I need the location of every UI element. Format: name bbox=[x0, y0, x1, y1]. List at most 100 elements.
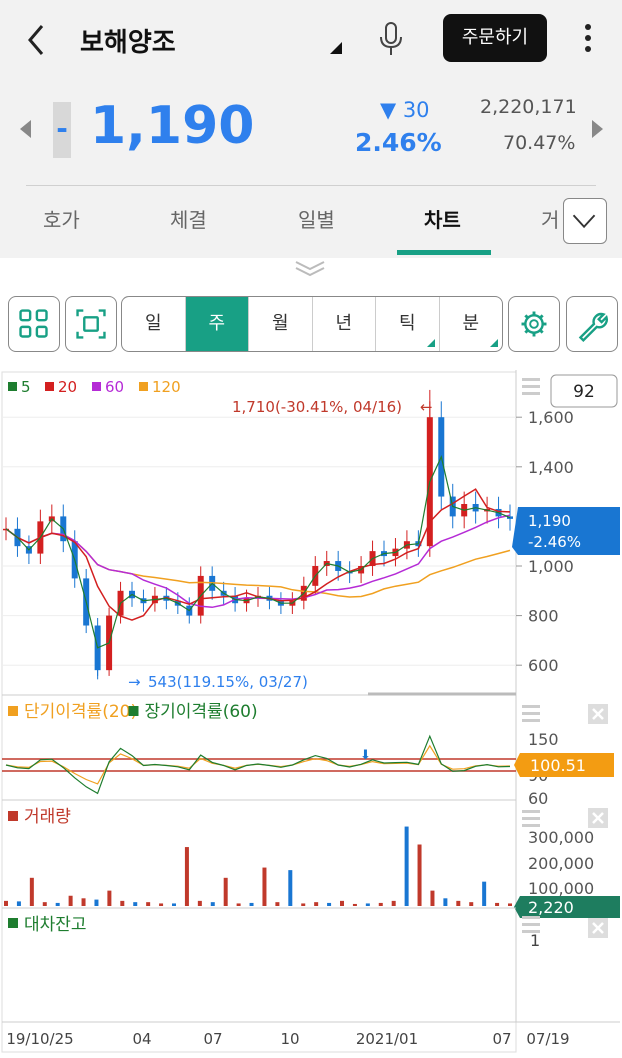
signal-arrow-icon: ⬇ bbox=[360, 748, 371, 763]
volume-bar bbox=[4, 900, 8, 906]
x-axis-label: 04 bbox=[132, 1030, 151, 1048]
period-week[interactable]: 주 bbox=[185, 297, 249, 351]
count-value: 92 bbox=[573, 382, 595, 402]
chart-settings-button[interactable] bbox=[508, 296, 560, 352]
osc-legend-swatch bbox=[8, 706, 18, 716]
dropdown-triangle-icon[interactable] bbox=[330, 42, 342, 54]
volume-bar bbox=[81, 898, 86, 906]
collapse-chevron-icon[interactable] bbox=[290, 258, 330, 278]
app-header: 보해양조 주문하기 bbox=[0, 0, 622, 78]
volume-bar bbox=[443, 898, 448, 906]
volume-bar bbox=[249, 902, 254, 906]
volume-bar bbox=[68, 895, 73, 906]
chart-tools-button[interactable] bbox=[566, 296, 618, 352]
vol-scroll-handle-icon[interactable] bbox=[522, 810, 540, 827]
legend-swatch bbox=[8, 382, 17, 391]
legend-label: 20 bbox=[58, 378, 77, 396]
volume-bar bbox=[391, 900, 396, 906]
stock-chart[interactable]: 5 20 60 120 92 1,600 1,400 1,000 800 600 1,710(… bbox=[0, 370, 622, 1054]
volume-bar bbox=[210, 902, 215, 906]
volume-bar bbox=[184, 847, 189, 906]
current-price-tag-value: 1,190 bbox=[528, 512, 571, 530]
osc-legend-label: 단기이격률(20) bbox=[24, 702, 137, 722]
y-tick-label: 800 bbox=[528, 607, 559, 626]
stock-title[interactable]: 보해양조 bbox=[80, 28, 176, 58]
wrench-icon bbox=[578, 312, 608, 343]
back-arrow-icon[interactable] bbox=[22, 20, 52, 60]
osc-close-icon[interactable] bbox=[588, 704, 608, 724]
volume-bar bbox=[29, 877, 34, 906]
long-disparity-line bbox=[5, 734, 511, 795]
prev-stock-arrow-icon[interactable] bbox=[20, 120, 31, 138]
volume-bar bbox=[417, 844, 422, 906]
volume-bar bbox=[430, 890, 435, 906]
high-label: 1,710(-30.41%, 04/16) bbox=[232, 398, 402, 416]
fullscreen-icon bbox=[76, 309, 106, 339]
osc-scroll-handle-icon[interactable] bbox=[522, 705, 540, 722]
tab-chart[interactable]: 차트 bbox=[424, 208, 461, 232]
next-stock-arrow-icon[interactable] bbox=[592, 120, 603, 138]
volume-bar bbox=[223, 877, 228, 906]
osc-tick-label: 60 bbox=[528, 789, 548, 808]
legend-label: 5 bbox=[21, 378, 31, 396]
count-box[interactable] bbox=[550, 374, 618, 408]
loan-scroll-handle-icon[interactable] bbox=[522, 916, 540, 933]
tab-more[interactable]: 거 bbox=[541, 208, 560, 232]
y-tick-label: 600 bbox=[528, 656, 559, 675]
grid-icon bbox=[19, 309, 48, 338]
y-scroll-handle-icon[interactable] bbox=[522, 378, 540, 395]
grid-layout-button[interactable] bbox=[8, 296, 60, 352]
fullscreen-button[interactable] bbox=[65, 296, 117, 352]
period-month[interactable]: 월 bbox=[249, 297, 313, 351]
tab-hoga[interactable]: 호가 bbox=[43, 208, 80, 232]
tab-expand-button[interactable] bbox=[563, 198, 607, 244]
volume-bar bbox=[482, 881, 487, 906]
vol-close-icon[interactable] bbox=[588, 808, 608, 828]
price-change-pct: 2.46% bbox=[355, 128, 442, 157]
volume-bar bbox=[262, 867, 267, 906]
gear-icon bbox=[521, 311, 547, 337]
osc-value-tag bbox=[514, 753, 614, 777]
volume-legend: 거래량 bbox=[24, 807, 71, 827]
y-tick-label: 1,400 bbox=[528, 458, 574, 477]
current-price-tag bbox=[512, 507, 620, 555]
period-year[interactable]: 년 bbox=[313, 297, 376, 351]
candle-body bbox=[507, 516, 513, 519]
price-y-ticks: 1,600 1,400 1,000 800 600 bbox=[516, 408, 574, 675]
x-axis-label: 07/19 bbox=[526, 1030, 569, 1048]
volume-bar bbox=[352, 903, 357, 906]
volume-bar bbox=[197, 900, 202, 906]
period-tick[interactable]: 틱 bbox=[376, 297, 440, 351]
volume-bar bbox=[404, 826, 409, 906]
volume-bar bbox=[133, 902, 138, 906]
loan-close-icon[interactable] bbox=[588, 918, 608, 938]
tab-trades[interactable]: 체결 bbox=[170, 208, 207, 232]
tab-daily[interactable]: 일별 bbox=[298, 208, 335, 232]
divider bbox=[26, 185, 596, 186]
period-day[interactable]: 일 bbox=[122, 297, 186, 351]
high-arrow-icon: ← bbox=[420, 398, 433, 416]
microphone-icon[interactable] bbox=[376, 20, 406, 58]
osc-value: 100.51 bbox=[530, 756, 586, 775]
legend-label: 120 bbox=[152, 378, 181, 396]
volume-bar bbox=[314, 902, 319, 906]
volume-bar bbox=[288, 870, 293, 906]
oscillator-legend: 단기이격률(20) 장기이격률(60) bbox=[8, 702, 258, 722]
chart-area[interactable]: 5 20 60 120 92 1,600 1,400 1,000 800 600 1,710(… bbox=[0, 370, 622, 1054]
osc-legend-swatch bbox=[128, 706, 139, 716]
current-price-tag-pct: -2.46% bbox=[528, 533, 581, 551]
more-menu-icon[interactable] bbox=[578, 20, 598, 58]
x-axis-label: 19/10/25 bbox=[6, 1030, 73, 1048]
period-minute[interactable]: 분 bbox=[440, 297, 503, 351]
y-tick-label: 1,600 bbox=[528, 408, 574, 427]
order-button[interactable]: 주문하기 bbox=[443, 14, 547, 62]
osc-legend-label: 장기이격률(60) bbox=[145, 702, 258, 722]
trade-volume: 2,220,171 bbox=[480, 96, 577, 118]
y-tick-label: 1,000 bbox=[528, 557, 574, 576]
vol-tick-label: 100,000 bbox=[528, 879, 594, 898]
legend-swatch bbox=[92, 382, 101, 391]
x-axis-label: 2021/01 bbox=[356, 1030, 418, 1048]
period-selector: 일 주 월 년 틱 분 bbox=[121, 296, 503, 352]
volume-bar bbox=[16, 901, 21, 906]
low-arrow-icon: → bbox=[128, 673, 141, 691]
